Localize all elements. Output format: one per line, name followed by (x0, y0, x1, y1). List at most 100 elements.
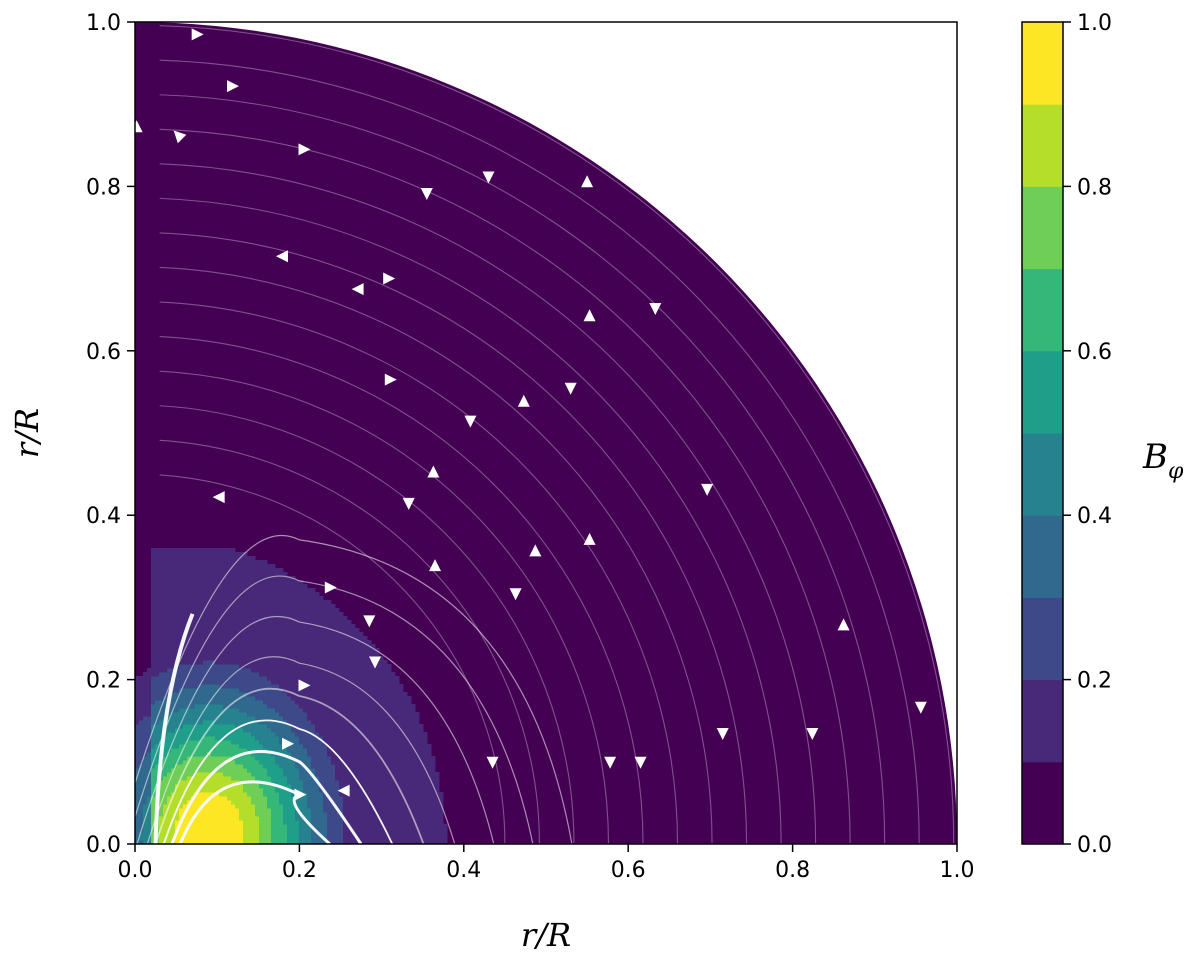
contour-cell (263, 668, 268, 673)
contour-cell (215, 780, 220, 785)
contour-cell (135, 720, 140, 725)
y-tick-label: 0.8 (86, 175, 121, 200)
contour-cell (239, 840, 244, 844)
contour-cell (311, 620, 316, 625)
contour-cell (155, 568, 160, 573)
contour-cell (243, 824, 248, 829)
contour-cell (295, 636, 300, 641)
contour-cell (307, 760, 312, 765)
contour-cell (223, 812, 228, 817)
contour-cell (187, 788, 192, 793)
contour-cell (223, 728, 228, 733)
contour-cell (279, 652, 284, 657)
contour-cell (215, 720, 220, 725)
contour-cell (331, 636, 336, 641)
contour-cell (367, 812, 372, 817)
contour-cell (375, 648, 380, 653)
contour-cell (263, 560, 268, 565)
contour-cell (159, 612, 164, 617)
contour-cell (199, 724, 204, 729)
contour-cell (299, 676, 304, 681)
contour-cell (427, 764, 432, 769)
contour-cell (423, 796, 428, 801)
contour-cell (227, 824, 232, 829)
contour-cell (375, 684, 380, 689)
contour-cell (139, 704, 144, 709)
contour-cell (287, 608, 292, 613)
contour-cell (147, 716, 152, 721)
contour-cell (339, 684, 344, 689)
contour-cell (331, 672, 336, 677)
contour-cell (191, 744, 196, 749)
contour-cell (243, 640, 248, 645)
contour-cell (283, 804, 288, 809)
contour-cell (411, 788, 416, 793)
contour-cell (371, 812, 376, 817)
contour-cell (327, 752, 332, 757)
contour-cell (211, 780, 216, 785)
contour-cell (299, 708, 304, 713)
contour-cell (387, 692, 392, 697)
contour-cell (235, 680, 240, 685)
contour-cell (307, 832, 312, 837)
contour-cell (199, 748, 204, 753)
contour-cell (159, 724, 164, 729)
contour-cell (183, 608, 188, 613)
contour-cell (347, 656, 352, 661)
contour-cell (255, 776, 260, 781)
contour-cell (159, 712, 164, 717)
contour-cell (147, 732, 152, 737)
contour-cell (299, 588, 304, 593)
contour-cell (247, 692, 252, 697)
contour-cell (199, 668, 204, 673)
contour-cell (215, 724, 220, 729)
contour-cell (291, 720, 296, 725)
contour-cell (219, 664, 224, 669)
contour-cell (311, 648, 316, 653)
contour-cell (331, 668, 336, 673)
contour-cell (179, 800, 184, 805)
contour-cell (267, 776, 272, 781)
contour-cell (351, 752, 356, 757)
contour-cell (235, 724, 240, 729)
contour-cell (287, 628, 292, 633)
contour-cell (195, 568, 200, 573)
contour-cell (319, 760, 324, 765)
contour-cell (339, 688, 344, 693)
contour-cell (171, 632, 176, 637)
contour-cell (275, 688, 280, 693)
contour-cell (163, 684, 168, 689)
contour-cell (303, 800, 308, 805)
contour-cell (231, 552, 236, 557)
contour-cell (167, 712, 172, 717)
contour-cell (291, 696, 296, 701)
contour-cell (195, 704, 200, 709)
contour-cell (207, 676, 212, 681)
contour-cell (151, 564, 156, 569)
contour-cell (315, 596, 320, 601)
contour-cell (363, 696, 368, 701)
contour-cell (347, 624, 352, 629)
contour-cell (239, 604, 244, 609)
contour-cell (143, 732, 148, 737)
contour-cell (435, 820, 440, 825)
contour-cell (415, 836, 420, 841)
contour-cell (363, 640, 368, 645)
colorbar-label-subscript: φ (1168, 459, 1184, 484)
contour-cell (387, 744, 392, 749)
contour-cell (195, 804, 200, 809)
contour-cell (163, 632, 168, 637)
contour-cell (247, 676, 252, 681)
contour-cell (187, 816, 192, 821)
contour-cell (407, 736, 412, 741)
contour-cell (423, 744, 428, 749)
contour-cell (231, 688, 236, 693)
contour-cell (223, 808, 228, 813)
contour-cell (323, 652, 328, 657)
contour-cell (163, 548, 168, 553)
contour-cell (211, 708, 216, 713)
contour-cell (175, 576, 180, 581)
contour-cell (295, 644, 300, 649)
contour-cell (303, 700, 308, 705)
contour-cell (163, 692, 168, 697)
